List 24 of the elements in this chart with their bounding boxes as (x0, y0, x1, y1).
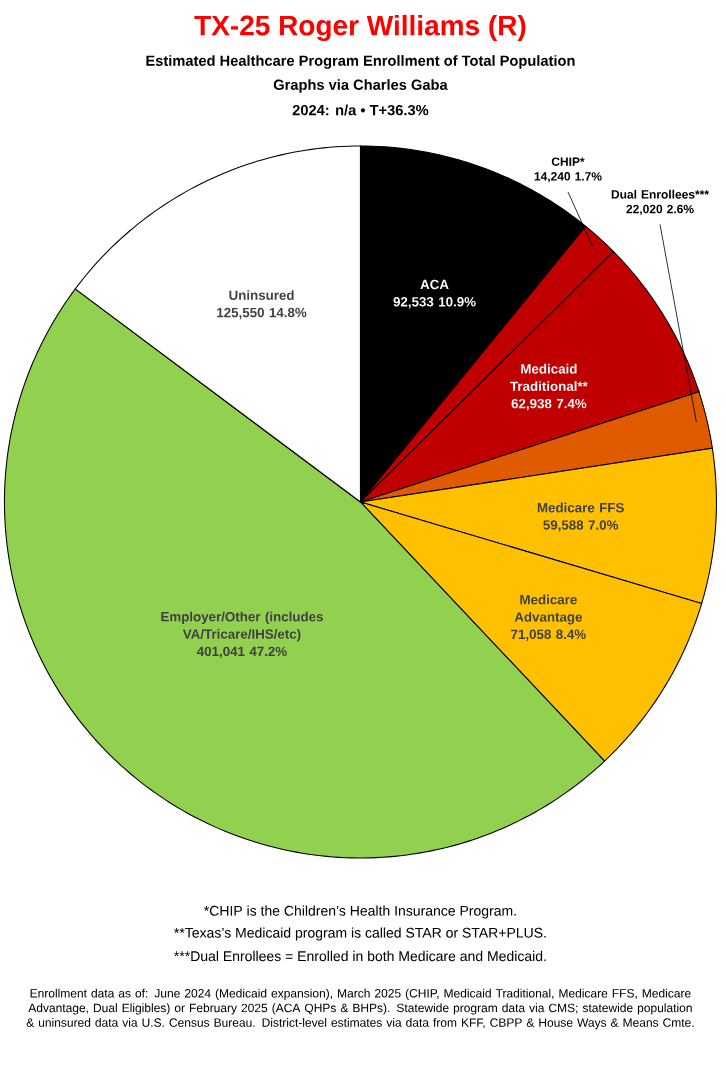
slice-label: Uninsured (229, 290, 294, 300)
slice-label: ACA (420, 279, 449, 290)
text: ***Dual Enrollees = Enrolled in both Medicare and Medicaid. (173, 950, 546, 962)
data-label: 14,240 1.7% (534, 172, 602, 183)
data-label: 401,041 47.2% (196, 646, 287, 659)
chart-subtitle: Estimated Healthcare Program Enrollment of Total Population (146, 55, 575, 69)
data-label: 22,020 2.6% (626, 204, 694, 216)
data-label: 71,058 8.4% (510, 629, 586, 641)
slice-label: Medicare FFS (537, 502, 624, 513)
slice-label: Medicaid Traditional** (509, 363, 588, 391)
slice-label: Medicare Advantage (514, 594, 582, 625)
text: *CHIP is the Children’s Health Insurance Program. (203, 905, 516, 919)
slice-label: Employer/Other (includes VA/Tricare/IHS/etc) (161, 611, 323, 642)
text: 2024: n/a • T+36.3% (292, 104, 429, 116)
text: **Texas’s Medicaid program is called STAR or STAR+PLUS. (173, 927, 546, 941)
chart-title: TX-25 Roger Williams (R) (194, 14, 526, 42)
data-label: 62,938 7.4% (511, 398, 587, 411)
slice-label: Dual Enrollees*** (611, 189, 709, 199)
data-label: 92,533 10.9% (393, 297, 476, 309)
text: Enrollment data as of: June 2024 (Medicaid expansion), March 2025 (CHIP, Medicaid Traditional, Medicare FFS, Medicare Advantage, Dual Eligibles) or February 2025 (ACA QHPs & BHPs). Statewide program data via CMS; statewide population & uninsured data via U.S. Census Bureau. District-level estimates via data from KFF, CBPP & House Ways & Means Cmte. (26, 988, 694, 1030)
text: Graphs via Charles Gaba (273, 79, 448, 93)
slice-label: CHIP* (551, 157, 585, 166)
data-label: 125,550 14.8% (217, 307, 307, 320)
data-label: 59,588 7.0% (543, 520, 618, 532)
